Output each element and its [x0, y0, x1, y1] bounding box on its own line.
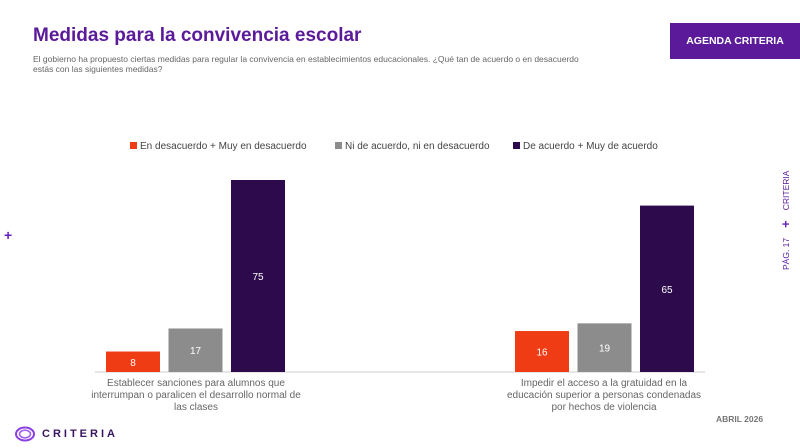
bar	[640, 205, 694, 372]
report-date: ABRIL 2026	[716, 414, 764, 424]
legend-label: Ni de acuerdo, ni en desacuerdo	[345, 141, 490, 152]
legend-label: De acuerdo + Muy de acuerdo	[523, 141, 658, 152]
legend-swatch	[513, 142, 520, 149]
data-label: 8	[130, 358, 136, 369]
bar	[515, 331, 569, 372]
legend-swatch	[130, 142, 137, 149]
data-label: 75	[252, 272, 264, 283]
bar	[106, 351, 160, 372]
category-label: Impedir el acceso a la gratuidad en la e…	[506, 378, 702, 413]
category-label: Establecer sanciones para alumnos que in…	[91, 378, 301, 413]
legend-label: En desacuerdo + Muy en desacuerdo	[140, 141, 307, 152]
criteria-logo: CRITERIA	[14, 426, 118, 442]
legend-swatch	[335, 142, 342, 149]
data-label: 19	[599, 344, 611, 355]
logo-text: CRITERIA	[42, 428, 118, 440]
bar	[577, 323, 632, 372]
bar	[231, 180, 285, 372]
bar	[168, 328, 223, 372]
agenda-criteria-badge: AGENDA CRITERIA	[670, 23, 800, 59]
data-label: 16	[536, 348, 548, 359]
data-label: 65	[661, 285, 673, 296]
page-title: Medidas para la convivencia escolar	[33, 25, 362, 46]
page-subtitle: El gobierno ha propuesto ciertas medidas…	[33, 54, 579, 74]
logo-icon	[15, 426, 35, 442]
plus-icon: +	[4, 227, 13, 243]
data-label: 17	[190, 346, 202, 357]
